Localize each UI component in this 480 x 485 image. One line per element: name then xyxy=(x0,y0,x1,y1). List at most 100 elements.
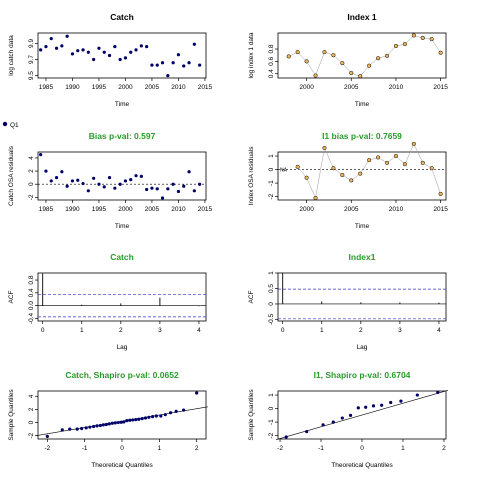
x-tick-label: 1990 xyxy=(65,206,80,213)
data-point xyxy=(340,172,345,178)
data-point xyxy=(125,418,129,423)
data-point xyxy=(321,423,325,427)
data-point xyxy=(107,176,112,180)
data-point xyxy=(60,170,64,174)
data-point xyxy=(411,141,416,146)
data-point xyxy=(129,178,133,182)
data-point xyxy=(92,57,96,62)
y-tick-label: -0.4 xyxy=(28,312,35,324)
plot-frame xyxy=(37,151,207,201)
data-point xyxy=(429,37,434,42)
data-point xyxy=(348,413,353,417)
data-point xyxy=(192,42,196,46)
x-tick-label: 2015 xyxy=(433,84,448,91)
data-point xyxy=(110,421,114,425)
data-point xyxy=(70,52,75,56)
data-point xyxy=(118,182,122,186)
x-tick-label: 4 xyxy=(197,327,201,334)
y-tick-label: 9.9 xyxy=(28,39,35,48)
data-point xyxy=(80,426,84,431)
data-point xyxy=(286,54,291,59)
data-point xyxy=(438,50,443,55)
y-tick-label: 2 xyxy=(28,169,35,173)
x-tick-label: 2010 xyxy=(389,84,404,91)
data-point xyxy=(92,176,96,180)
data-point xyxy=(380,403,384,407)
data-point xyxy=(358,74,363,79)
y-tick-label: 0 xyxy=(268,406,275,410)
data-point xyxy=(92,424,96,429)
data-point xyxy=(192,189,196,193)
data-point xyxy=(81,181,85,186)
data-point xyxy=(358,171,363,176)
data-point xyxy=(139,44,143,48)
y-tick-label: -0.5 xyxy=(268,313,275,325)
data-point xyxy=(134,418,138,422)
y-axis-label: Sample Quantiles xyxy=(8,389,15,441)
data-point xyxy=(160,196,165,200)
y-tick-label: 0.4 xyxy=(28,288,35,297)
panel-title: I1 bias p-val: 0.7659 xyxy=(322,131,402,141)
data-point xyxy=(151,415,155,419)
data-point xyxy=(295,164,300,169)
y-axis-label: log catch data xyxy=(8,35,15,76)
data-point xyxy=(364,405,368,409)
data-point xyxy=(155,187,159,191)
y-axis-label: Index OSA residuals xyxy=(248,146,255,206)
data-point xyxy=(128,418,132,422)
panel-2: Index 1 2000 2005 2010 2015 0.4 0.6 0.8 Time log … xyxy=(248,12,448,108)
y-tick-label: 1 xyxy=(268,271,275,275)
x-tick-label: 2 xyxy=(359,327,363,334)
panel-title: Index 1 xyxy=(347,12,377,22)
data-point xyxy=(304,59,309,64)
data-point xyxy=(65,34,69,38)
data-point xyxy=(349,71,354,76)
y-tick-label: 1 xyxy=(268,393,275,397)
x-tick-label: 2010 xyxy=(171,84,186,91)
data-point xyxy=(97,182,101,186)
y-tick-label: 4 xyxy=(28,394,35,398)
y-tick-label: -2 xyxy=(28,432,35,438)
y-tick-label: -2 xyxy=(28,194,35,200)
panel-5: Catch 0 1 2 3 4 -0.4 0.0 0.4 0.8 Lag ACF xyxy=(8,252,207,351)
data-point xyxy=(113,45,117,49)
data-point xyxy=(131,418,135,422)
panel-4: I1 bias p-val: 0.7659 2000 2005 2010 2015 -2 -… xyxy=(248,131,448,230)
x-tick-label: 2015 xyxy=(198,84,213,91)
data-point xyxy=(356,406,360,410)
data-point xyxy=(331,420,335,424)
panel-8: I1, Shapiro p-val: 0.6704 -2 -1 0 1 2 -2 -1 0 1 Th… xyxy=(248,370,449,469)
data-point xyxy=(295,50,300,55)
data-point xyxy=(415,393,419,397)
x-tick-label: 3 xyxy=(398,327,402,334)
data-point xyxy=(182,184,186,188)
data-point xyxy=(98,423,102,428)
y-tick-label: 4 xyxy=(28,156,35,160)
x-axis-label: Time xyxy=(115,223,130,230)
data-point xyxy=(420,35,425,40)
plot-frame xyxy=(277,151,447,201)
y-tick-label: 0 xyxy=(268,302,275,306)
y-axis-label: ACF xyxy=(8,290,15,303)
data-point xyxy=(284,435,288,439)
y-tick-label: 0.8 xyxy=(28,275,35,284)
x-axis-label: Time xyxy=(115,101,130,108)
y-tick-label: 0.5 xyxy=(268,284,275,293)
data-point xyxy=(134,48,138,52)
data-point xyxy=(44,169,48,173)
data-point xyxy=(331,53,336,58)
data-point xyxy=(107,53,112,58)
data-point xyxy=(176,53,181,57)
x-tick-label: 1985 xyxy=(39,84,54,91)
x-tick-label: -2 xyxy=(277,445,283,452)
x-tick-label: 1 xyxy=(158,445,162,452)
x-axis-label: Time xyxy=(355,101,370,108)
data-point xyxy=(389,400,393,405)
data-point xyxy=(304,175,309,180)
data-point xyxy=(113,421,117,425)
data-point xyxy=(145,187,149,192)
data-point xyxy=(123,179,128,183)
data-point xyxy=(393,154,399,159)
x-tick-label: 2000 xyxy=(118,206,133,213)
